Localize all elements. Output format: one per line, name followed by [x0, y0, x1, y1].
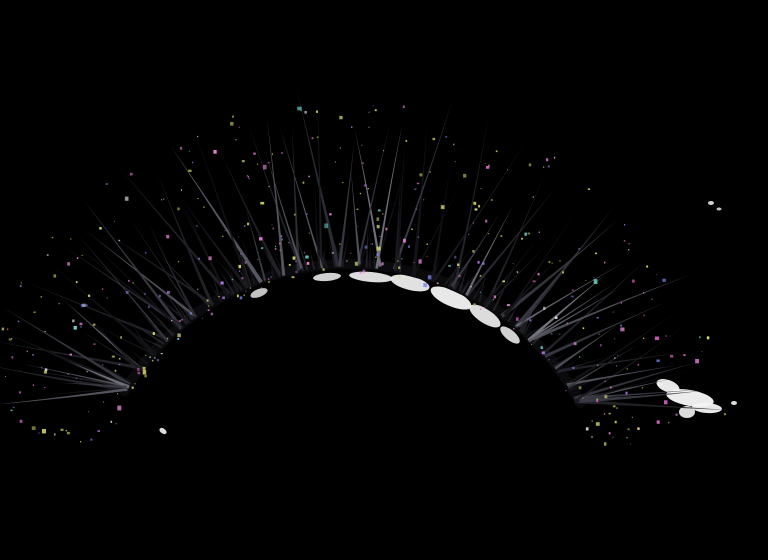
white-patch [731, 401, 737, 405]
white-patch [313, 272, 341, 282]
lash-hairs [0, 87, 733, 411]
white-patch [656, 379, 680, 393]
white-patch [708, 201, 714, 205]
white-patch [349, 271, 393, 283]
white-patch [159, 427, 167, 435]
white-patch [692, 402, 722, 414]
white-patch [390, 274, 430, 292]
white-patch [500, 326, 520, 344]
white-patch [469, 304, 501, 328]
white-patch [430, 286, 472, 310]
white-patch [250, 288, 268, 298]
white-patch [679, 406, 695, 418]
white-patch [716, 207, 722, 211]
iridescent-speckles [1, 105, 726, 446]
